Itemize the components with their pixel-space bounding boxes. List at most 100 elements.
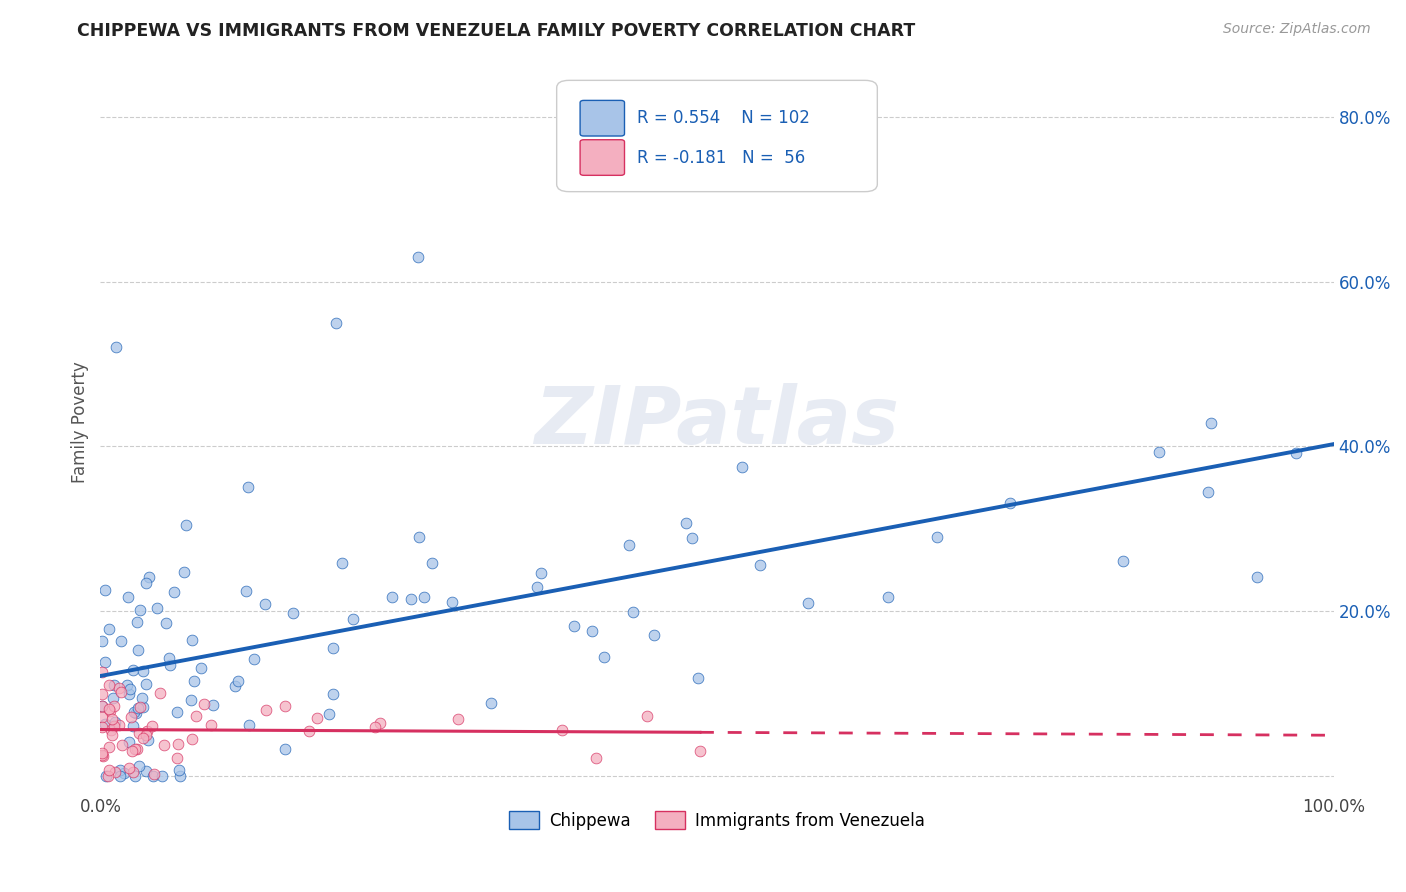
Point xyxy=(243,652,266,666)
Point xyxy=(90,665,112,679)
Point xyxy=(118,687,141,701)
Point xyxy=(368,715,391,730)
Point xyxy=(180,632,202,647)
Point xyxy=(159,657,181,672)
Text: R = -0.181   N =  56: R = -0.181 N = 56 xyxy=(637,149,806,167)
Point xyxy=(96,769,118,783)
Point xyxy=(413,590,436,604)
Point xyxy=(91,720,114,734)
Point xyxy=(681,532,703,546)
Point xyxy=(1199,416,1222,430)
Point xyxy=(254,598,277,612)
Point xyxy=(224,679,246,693)
Point xyxy=(166,737,188,751)
Point xyxy=(149,686,172,700)
Point xyxy=(226,673,249,688)
Point xyxy=(406,250,429,264)
Point xyxy=(103,678,125,692)
Point xyxy=(110,763,132,777)
Point xyxy=(593,650,616,665)
Point xyxy=(91,710,114,724)
Point xyxy=(104,764,127,779)
Point xyxy=(186,708,208,723)
Point xyxy=(94,716,117,731)
Legend: Chippewa, Immigrants from Venezuela: Chippewa, Immigrants from Venezuela xyxy=(502,805,932,837)
Point xyxy=(118,735,141,749)
Point xyxy=(155,616,177,631)
Point xyxy=(163,585,186,599)
Point xyxy=(193,697,215,711)
Point xyxy=(128,759,150,773)
Point xyxy=(621,606,644,620)
Point xyxy=(121,743,143,757)
Point xyxy=(927,530,949,544)
FancyBboxPatch shape xyxy=(557,80,877,192)
FancyBboxPatch shape xyxy=(581,101,624,136)
Point xyxy=(110,685,132,699)
Point xyxy=(135,728,157,742)
Point xyxy=(135,764,157,778)
Point xyxy=(122,706,145,720)
Point xyxy=(103,718,125,732)
Point xyxy=(446,712,468,726)
Point xyxy=(125,706,148,721)
Point xyxy=(796,596,818,610)
Point xyxy=(530,566,553,581)
Point xyxy=(1197,485,1219,500)
Point xyxy=(173,565,195,579)
Point xyxy=(131,731,153,745)
Text: ZIPatlas: ZIPatlas xyxy=(534,383,900,460)
Point xyxy=(90,698,112,713)
Point xyxy=(98,622,121,636)
Point xyxy=(118,761,141,775)
Point xyxy=(90,687,112,701)
Point xyxy=(180,693,202,707)
Point xyxy=(124,741,146,756)
Point xyxy=(307,711,329,725)
Point xyxy=(322,687,344,701)
Point xyxy=(1246,570,1268,584)
Point xyxy=(181,732,204,747)
Point xyxy=(143,767,166,781)
Point xyxy=(124,769,146,783)
Point xyxy=(108,681,131,695)
Point xyxy=(330,557,353,571)
Point xyxy=(135,677,157,691)
Point xyxy=(636,708,658,723)
Point xyxy=(91,749,114,764)
Point xyxy=(174,518,197,533)
Point xyxy=(281,607,304,621)
Point xyxy=(90,747,112,762)
Point xyxy=(617,538,640,552)
Point xyxy=(325,316,347,330)
Point xyxy=(1000,496,1022,510)
Point xyxy=(748,558,770,572)
Point xyxy=(110,634,132,648)
Point xyxy=(562,619,585,633)
Point xyxy=(298,724,321,739)
Point xyxy=(90,699,112,714)
Point xyxy=(115,678,138,692)
Point xyxy=(342,612,364,626)
Point xyxy=(98,701,121,715)
Point xyxy=(166,751,188,765)
Point xyxy=(152,769,174,783)
Point xyxy=(125,742,148,756)
Point xyxy=(238,480,260,494)
Point xyxy=(120,709,142,723)
Point xyxy=(138,570,160,584)
Point xyxy=(157,650,180,665)
Point xyxy=(98,704,121,718)
Point xyxy=(1149,444,1171,458)
Point xyxy=(731,460,754,475)
Point xyxy=(408,530,430,544)
Point xyxy=(105,341,128,355)
Point xyxy=(169,769,191,783)
Point xyxy=(238,718,260,732)
Point xyxy=(141,719,163,733)
Point xyxy=(167,763,190,777)
Point xyxy=(399,591,422,606)
Point xyxy=(127,701,149,715)
Point xyxy=(146,601,169,615)
FancyBboxPatch shape xyxy=(581,140,624,176)
